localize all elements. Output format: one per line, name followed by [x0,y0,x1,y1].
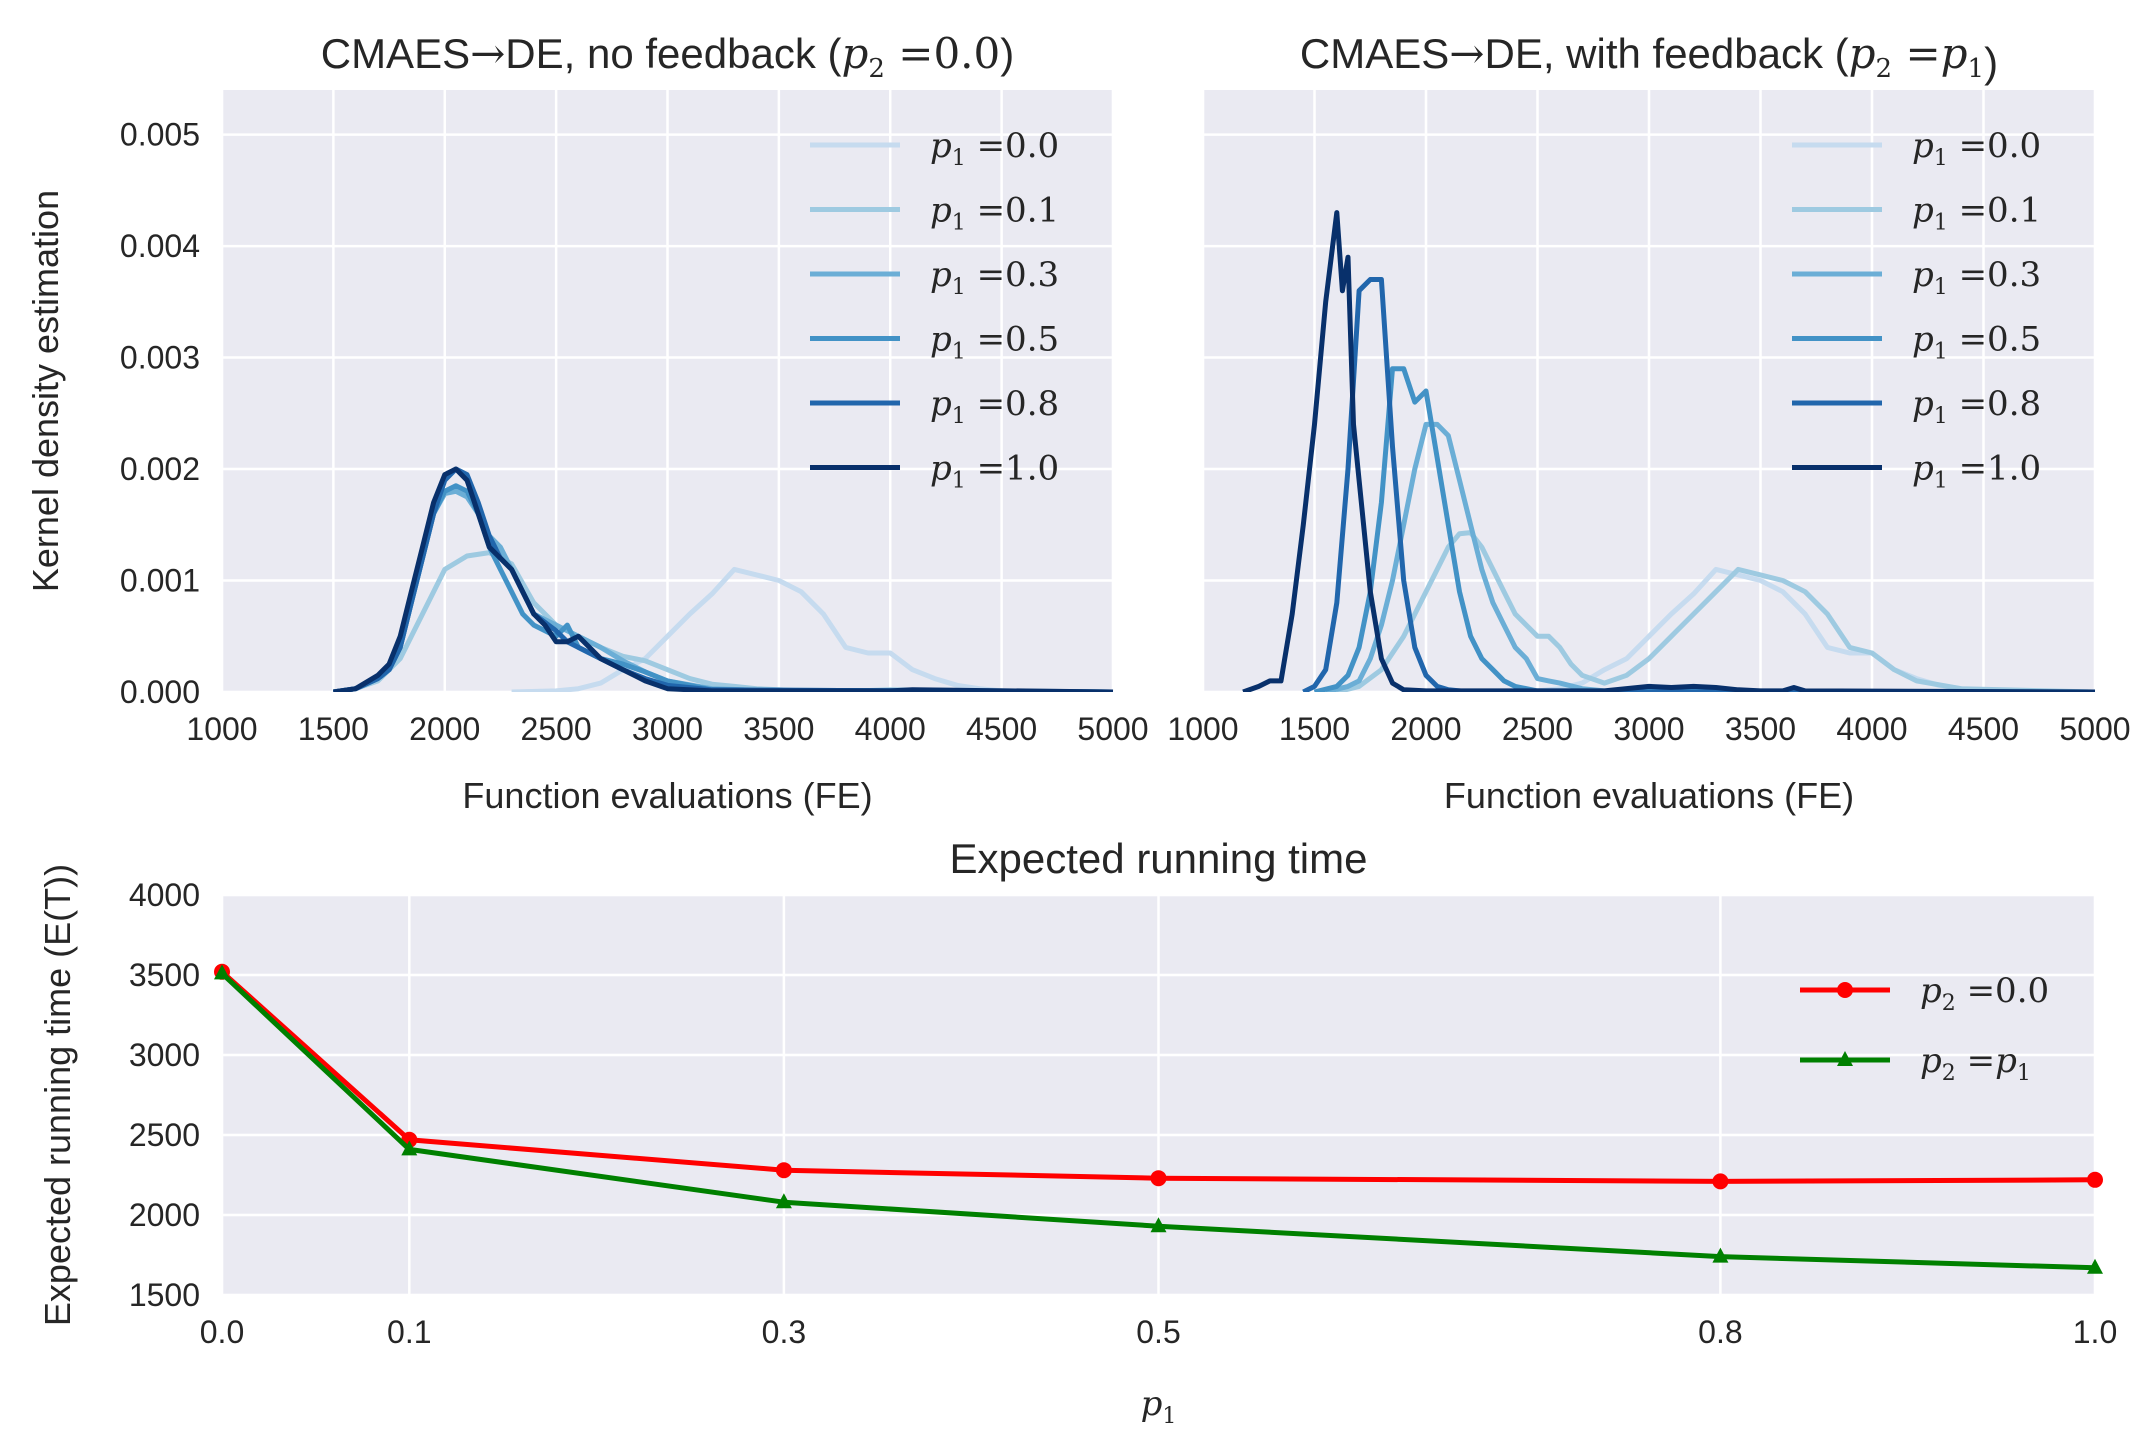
legend-label: p1 =0.1 [930,191,1059,236]
data-point [1712,1247,1729,1263]
data-point [214,964,230,980]
legend-label: p2 =p1 [1920,1041,2031,1086]
x-tick-label: 2500 [1502,711,1573,747]
data-point [2087,1171,2103,1188]
y-tick-label: 0.003 [120,340,200,376]
x-tick-label: 0.0 [200,1314,244,1350]
series-line-2 [220,971,2096,1271]
x-tick-label: 4000 [1836,711,1907,747]
legend-label: p1 =0.3 [930,255,1059,300]
legend-label: p1 =0.8 [930,384,1059,429]
data-point [2087,1258,2103,1274]
legend-label: p1 =0.5 [1912,320,2041,365]
y-tick-label: 3000 [129,1037,200,1073]
series-line-1 [220,969,2096,1184]
x-tick-label: 4000 [855,711,926,747]
y-tick-label: 4000 [129,877,200,913]
x-tick-label: 0.1 [387,1314,431,1350]
series-line-6 [1242,210,2096,692]
series-line-2 [1336,530,2096,692]
data-point [775,1193,792,1209]
x-tick-label: 3000 [632,711,703,747]
data-point [1150,1217,1167,1233]
legend-label: p1 =0.0 [930,126,1059,171]
y-tick-label: 1500 [129,1277,200,1313]
series-line-6 [333,466,1114,692]
x-tick-label: 3500 [1725,711,1796,747]
x-tick-label: 2000 [409,711,480,747]
x-tick-label: 2500 [521,711,592,747]
panel-3: 0.0 0.1 0.3 0.5 0.8 1.0 1500 2000 2500 3000 3500 40… [37,835,2117,1429]
x-tick-label: 1000 [1167,711,1238,747]
y-tick-label: 0.005 [120,117,200,153]
series-line-1 [511,566,1113,692]
legend-label: p2 =0.0 [1920,971,2049,1016]
x-tick-label: 3500 [743,711,814,747]
y-tick-label: 0.000 [120,674,200,710]
legend-marker [1837,982,1853,998]
legend-marker [1837,1051,1853,1066]
legend-label: p1 =0.1 [1912,191,2041,236]
legend-label: p1 =0.5 [930,320,1059,365]
x-tick-label: 2000 [1390,711,1461,747]
series-line-4 [1313,366,2096,692]
series-line-3 [1325,421,2096,692]
data-point [1150,1170,1167,1187]
x-axis-label: Function evaluations (FE) [462,775,872,816]
legend-label: p1 =1.0 [1912,449,2041,494]
x-tick-label: 0.8 [1698,1314,1742,1350]
x-tick-label: 5000 [2059,711,2130,747]
y-axis-label: Kernel density estimation [25,190,66,592]
y-tick-label: 3500 [129,957,200,993]
y-tick-label: 0.001 [120,563,200,599]
panel-1: 1000 1500 2000 2500 3000 3500 4000 4500 5000 0.00… [25,29,1149,816]
x-tick-label: 4500 [966,711,1037,747]
x-tick-label: 1000 [186,711,257,747]
y-tick-label: 2500 [129,1117,200,1153]
chart-title: Expected running time [950,835,1368,882]
panel-2: 1000 1500 2000 2500 3000 3500 4000 4500 5000 p1 =… [1167,29,2130,816]
x-tick-label: 3000 [1613,711,1684,747]
x-tick-label: 4500 [1948,711,2019,747]
chart-title: CMAES→DE, with feedback (p2 =p1) [1300,29,1998,86]
data-point [401,1140,418,1156]
x-tick-label: 1500 [1279,711,1350,747]
data-point [775,1162,792,1179]
x-tick-label: 1500 [298,711,369,747]
x-tick-label: 0.5 [1136,1314,1180,1350]
chart-title: CMAES→DE, no feedback (p2 =0.0) [321,29,1015,84]
y-tick-label: 0.002 [120,451,200,487]
legend-label: p1 =1.0 [930,449,1059,494]
x-tick-label: 5000 [1077,711,1148,747]
x-tick-label: 0.3 [762,1314,806,1350]
y-tick-label: 2000 [129,1197,200,1233]
legend-label: p1 =0.8 [1912,384,2041,429]
x-tick-label: 1.0 [2073,1314,2117,1350]
legend-label: p1 =0.0 [1912,126,2041,171]
data-point [1712,1173,1729,1190]
x-axis-label: p1 [1141,1384,1177,1429]
series-line-5 [1302,277,2095,692]
y-axis-label: Expected running time (E(T)) [37,864,78,1326]
legend-label: p1 =0.3 [1912,255,2041,300]
y-tick-label: 0.004 [120,228,200,264]
x-axis-label: Function evaluations (FE) [1444,775,1854,816]
